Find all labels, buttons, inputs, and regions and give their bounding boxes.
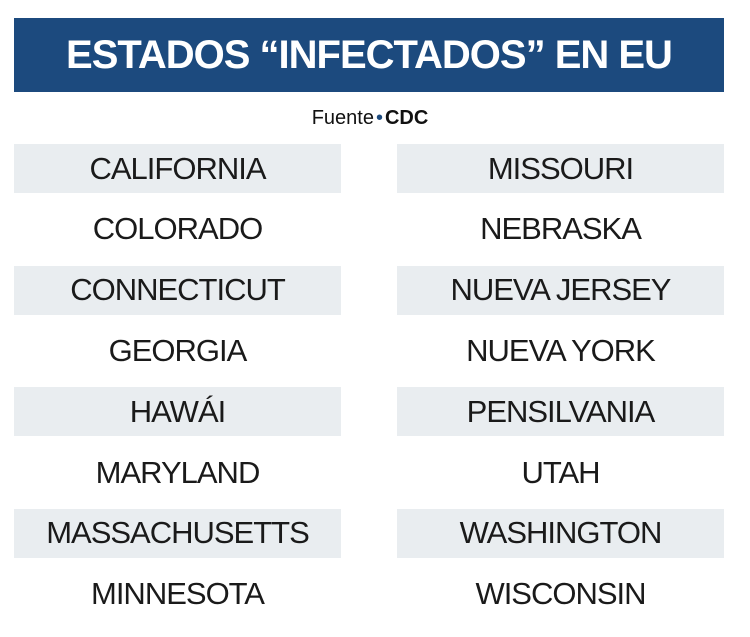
state-cell: NUEVA JERSEY <box>397 265 724 315</box>
state-cell: MINNESOTA <box>91 576 265 612</box>
state-cell: CALIFORNIA <box>14 144 341 193</box>
state-cell: GEORGIA <box>108 332 248 368</box>
state-cell: MISSOURI <box>397 144 724 193</box>
source-label: Fuente <box>311 107 374 129</box>
state-cell: MARYLAND <box>95 454 261 490</box>
state-cell: CONNECTICUT <box>14 265 341 315</box>
source-name: CDC <box>384 107 429 129</box>
state-cell: NEBRASKA <box>480 211 642 247</box>
state-cell: WISCONSIN <box>475 576 646 612</box>
state-cell: COLORADO <box>92 211 263 247</box>
state-cell: HAWÁI <box>14 387 341 437</box>
state-cell: WASHINGTON <box>397 508 724 558</box>
title: ESTADOS “INFECTADOS” EN EU <box>66 32 673 77</box>
state-cell: UTAH <box>521 454 600 490</box>
bullet: • <box>375 107 383 129</box>
state-cell: NUEVA YORK <box>466 332 656 368</box>
source: Fuente • CDC <box>0 107 740 130</box>
state-cell: PENSILVANIA <box>397 387 724 437</box>
title-bar: ESTADOS “INFECTADOS” EN EU <box>14 18 724 92</box>
state-cell: MASSACHUSETTS <box>14 508 341 558</box>
